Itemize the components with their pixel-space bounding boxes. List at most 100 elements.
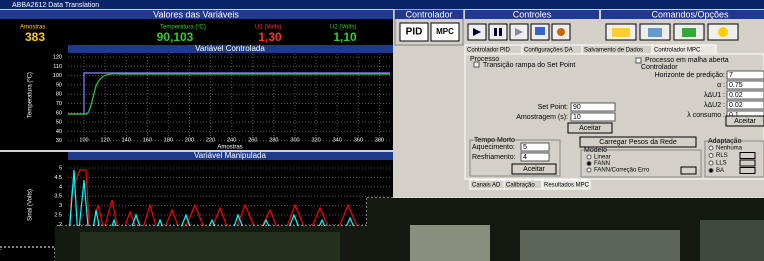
x-tick-label: 300 [290, 137, 299, 143]
y-tick-label: 5 [59, 165, 62, 171]
field-label: λΔU2 : [704, 102, 725, 109]
video-content [520, 230, 680, 261]
video-content [80, 232, 340, 261]
y-tick-label: 90 [56, 82, 62, 88]
x-tick-label: 240 [227, 137, 236, 143]
title-bar [0, 0, 764, 9]
window-title: ABBA2612 Data Translation [12, 2, 99, 9]
button-label: Aceitar [523, 166, 545, 173]
tab-label: Canais AD [472, 183, 501, 189]
group-title: Modelo [584, 147, 607, 154]
input-value: 5 [523, 144, 527, 151]
button-label: Aceitar [734, 118, 756, 125]
app-window: ABBA2612 Data Translation Valores das Va… [0, 0, 764, 261]
button-label: Carregar Pesos da Rede [599, 139, 677, 146]
checkbox[interactable] [474, 62, 479, 67]
controls-title: Controles [513, 9, 552, 19]
video-content [410, 225, 490, 261]
commands-title: Comandos/Opções [651, 9, 729, 19]
y-tick-label: 4 [59, 184, 62, 190]
x-tick-label: 260 [248, 137, 257, 143]
input-value: 10 [573, 114, 581, 121]
input-value: 0.02 [729, 92, 743, 99]
y-tick-label: 3.5 [54, 194, 62, 200]
y-tick-label: 30 [56, 138, 62, 144]
x-tick-label: 340 [333, 137, 342, 143]
x-axis-label: Amostras [217, 145, 242, 151]
y-axis-label: Sinal (Volts) [28, 189, 34, 221]
tab-label: Controlador MPC [654, 48, 701, 54]
radio[interactable] [709, 169, 713, 173]
y-tick-label: 70 [56, 101, 62, 107]
y-tick-label: 2.5 [54, 212, 62, 218]
icon [612, 28, 630, 37]
checkbox-label: Transição rampa do Set Point [483, 62, 575, 69]
plot-title: Variável Manipulada [194, 151, 266, 160]
checkbox[interactable] [636, 58, 641, 63]
more-button[interactable] [740, 160, 755, 166]
variables-title: Valores das Variáveis [153, 9, 239, 19]
radio[interactable] [709, 154, 713, 158]
radio[interactable] [587, 162, 591, 166]
y-axis-label: Temperatura (ºC) [27, 72, 34, 118]
tab-label: Resultados MPC [544, 183, 590, 189]
y-tick-label: 120 [53, 54, 62, 60]
radio[interactable] [709, 161, 713, 165]
field-label: Resfriamento: [472, 154, 516, 161]
y-tick-label: 50 [56, 120, 62, 126]
x-tick-label: 280 [269, 137, 278, 143]
input-value: 90 [573, 104, 581, 111]
more-button[interactable] [740, 153, 755, 159]
icon [557, 28, 565, 36]
more-button[interactable] [681, 167, 696, 174]
x-tick-label: 320 [312, 137, 321, 143]
video-content [700, 220, 764, 261]
more-button[interactable] [740, 168, 755, 174]
radio-label: Nenhuma [716, 146, 743, 152]
x-tick-label: 120 [101, 137, 110, 143]
button-label: Aceitar [579, 125, 601, 132]
radio[interactable] [587, 155, 591, 159]
control-buttons [468, 24, 570, 40]
variable-value: 1,30 [258, 30, 282, 44]
field-label: Aquecimento: [472, 144, 515, 151]
x-tick-label: 160 [143, 137, 152, 143]
icon [648, 28, 662, 37]
radio[interactable] [587, 168, 591, 172]
tab-label: Salvamento de Dados [584, 48, 643, 54]
y-tick-label: 4.5 [54, 175, 62, 181]
y-tick-label: 40 [56, 129, 62, 135]
radio[interactable] [709, 146, 713, 150]
y-tick-label: 80 [56, 92, 62, 98]
group-title: Controlador [641, 64, 678, 71]
x-tick-label: 200 [185, 137, 194, 143]
tab-label: Calibração [506, 183, 535, 189]
input-value: 7 [729, 72, 733, 79]
radio-label: LLS [716, 161, 727, 167]
y-tick-label: 110 [53, 64, 62, 70]
x-tick-label: 100 [79, 137, 88, 143]
x-tick-label: 140 [122, 137, 131, 143]
group-title: Adaptação [708, 138, 742, 145]
radio-label: Linear [594, 155, 611, 161]
x-tick-label: 360 [354, 137, 363, 143]
plot-title: Variável Controlada [195, 44, 265, 53]
input-value: 0.02 [729, 102, 743, 109]
variable-value: 383 [25, 30, 45, 44]
input-value: 0.75 [729, 82, 743, 89]
radio-label: FANN/Correção Erro [594, 168, 650, 174]
tab-label: Configurações DA [524, 48, 573, 54]
pause-button[interactable] [489, 24, 507, 40]
controller-title: Controlador [405, 9, 452, 19]
y-tick-label: 60 [56, 110, 62, 116]
checkbox-label: Processo em malha aberta [645, 57, 729, 64]
x-tick-label: 180 [164, 137, 173, 143]
radio-label: BA [716, 168, 724, 174]
variable-value: 1,10 [333, 30, 357, 44]
variable-value: 90,103 [157, 30, 194, 44]
input-value: 4 [523, 154, 527, 161]
field-label: λ consumo : [687, 112, 725, 119]
x-tick-label: 220 [206, 137, 215, 143]
tab-label: Controlador PID [467, 48, 511, 54]
mpc-label: MPC [436, 27, 454, 36]
